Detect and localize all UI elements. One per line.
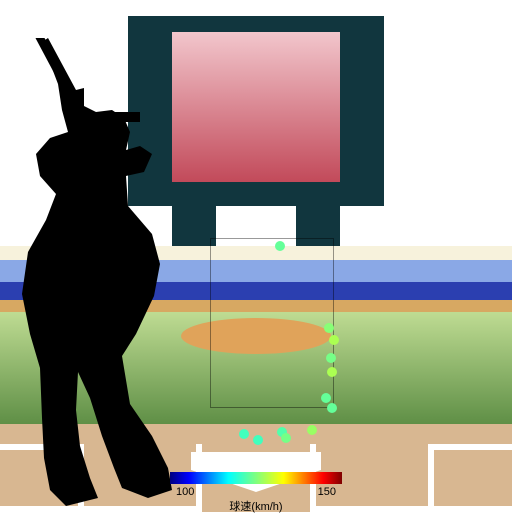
pitch-marker	[324, 323, 334, 333]
pitch-marker	[327, 403, 337, 413]
pitch-marker	[239, 429, 249, 439]
speed-legend: 100 150 球速(km/h)	[170, 472, 342, 514]
legend-tick-max: 150	[318, 486, 336, 498]
legend-tick-min: 100	[176, 486, 194, 498]
legend-colorbar	[170, 472, 342, 484]
pitch-marker	[321, 393, 331, 403]
pitch-marker	[326, 353, 336, 363]
pitch-marker	[307, 425, 317, 435]
pitch-marker	[281, 433, 291, 443]
pitch-marker	[327, 367, 337, 377]
pitch-marker	[253, 435, 263, 445]
pitch-marker	[329, 335, 339, 345]
pitch-location-chart: 100 150 球速(km/h)	[0, 0, 512, 512]
legend-ticks: 100 150	[170, 486, 342, 498]
pitch-marker	[275, 241, 285, 251]
batter-silhouette	[0, 38, 230, 506]
